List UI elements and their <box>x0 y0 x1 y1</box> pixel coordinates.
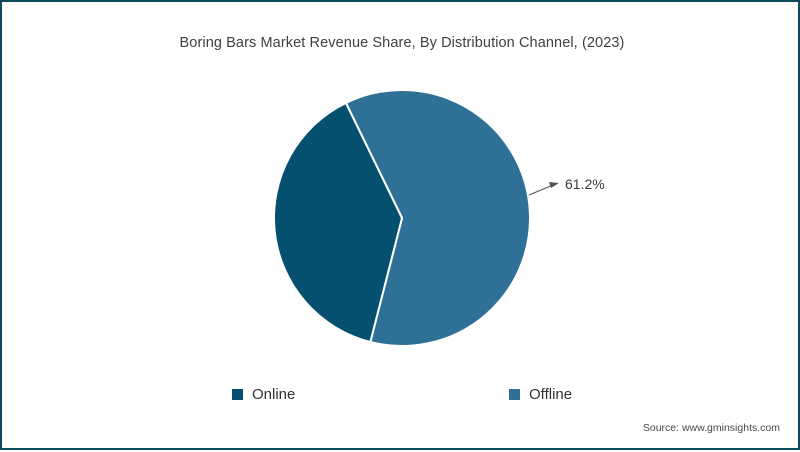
chart-legend: Online Offline <box>2 381 800 407</box>
legend-label-online: Online <box>252 385 296 403</box>
chart-title: Boring Bars Market Revenue Share, By Dis… <box>179 35 625 51</box>
source-note: Source: www.gminsights.com <box>642 422 780 434</box>
legend-swatch-online-icon <box>232 388 243 400</box>
leader-arrowhead-offline <box>549 182 559 188</box>
pie-slice-offline[interactable] <box>344 89 531 347</box>
legend-item-online[interactable]: Online <box>232 381 295 407</box>
pie-value-label-offline: 61.2% <box>565 176 605 192</box>
pie-slice-online[interactable] <box>273 101 403 344</box>
legend-label-offline: Offline <box>529 385 573 403</box>
legend-swatch-offline-icon <box>509 388 520 400</box>
legend-item-offline[interactable]: Offline <box>509 381 572 407</box>
leader-line-offline <box>528 184 554 196</box>
